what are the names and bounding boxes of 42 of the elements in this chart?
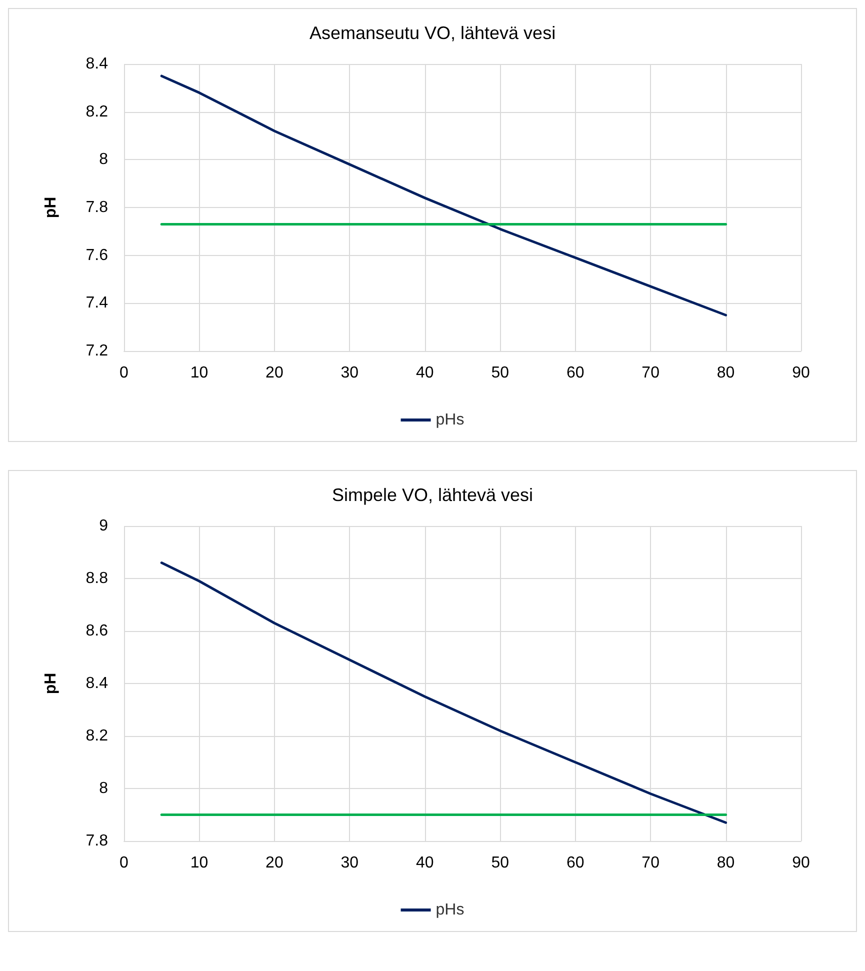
y-tick-label: 8.4 — [86, 56, 108, 72]
x-tick-label: 50 — [491, 854, 510, 872]
y-tick-label: 8.6 — [86, 622, 108, 640]
x-tick-label: 30 — [340, 364, 359, 382]
y-tick-label: 7.2 — [86, 342, 108, 360]
y-tick-label: 7.6 — [86, 246, 108, 264]
line-series — [160, 74, 728, 316]
legend-label: pHs — [436, 412, 464, 428]
x-tick-label: 60 — [566, 854, 584, 872]
chart-title: Simpele VO, lähtevä vesi — [332, 485, 534, 505]
x-tick-label: 30 — [340, 854, 359, 872]
y-tick-label: 7.4 — [86, 294, 108, 312]
x-tick-label: 50 — [491, 364, 510, 382]
y-tick-label: 8 — [99, 151, 108, 168]
y-tick-label: 8.2 — [86, 728, 108, 744]
y-tick-label: 8.8 — [86, 570, 108, 587]
legend-label: pHs — [436, 902, 464, 918]
x-tick-label: 20 — [266, 854, 284, 872]
x-tick-label: 40 — [416, 364, 434, 382]
x-tick-label: 10 — [190, 854, 208, 872]
x-tick-label: 70 — [642, 364, 660, 382]
x-tick-label: 90 — [792, 364, 810, 382]
x-tick-label: 60 — [566, 364, 584, 382]
x-tick-label: 70 — [642, 854, 660, 872]
y-tick-label: 7.8 — [86, 832, 108, 850]
y-axis-title: pH — [42, 196, 60, 218]
x-tick-label: 80 — [716, 854, 735, 872]
x-tick-label: 80 — [716, 364, 735, 382]
y-tick-label: 8.4 — [86, 675, 108, 692]
y-axis-title: pH — [42, 672, 60, 694]
x-tick-label: 20 — [266, 364, 284, 382]
line-series — [160, 562, 728, 824]
x-tick-label: 0 — [120, 854, 129, 872]
x-tick-label: 90 — [792, 854, 810, 872]
x-tick-label: 0 — [120, 364, 129, 382]
x-tick-label: 40 — [416, 854, 434, 872]
y-tick-label: 8 — [99, 780, 108, 797]
x-tick-label: 10 — [190, 364, 208, 382]
chart-title: Asemanseutu VO, lähtevä vesi — [309, 23, 556, 43]
y-tick-label: 7.8 — [86, 199, 108, 216]
y-tick-label: 8.2 — [86, 103, 108, 120]
y-tick-label: 9 — [99, 518, 108, 534]
